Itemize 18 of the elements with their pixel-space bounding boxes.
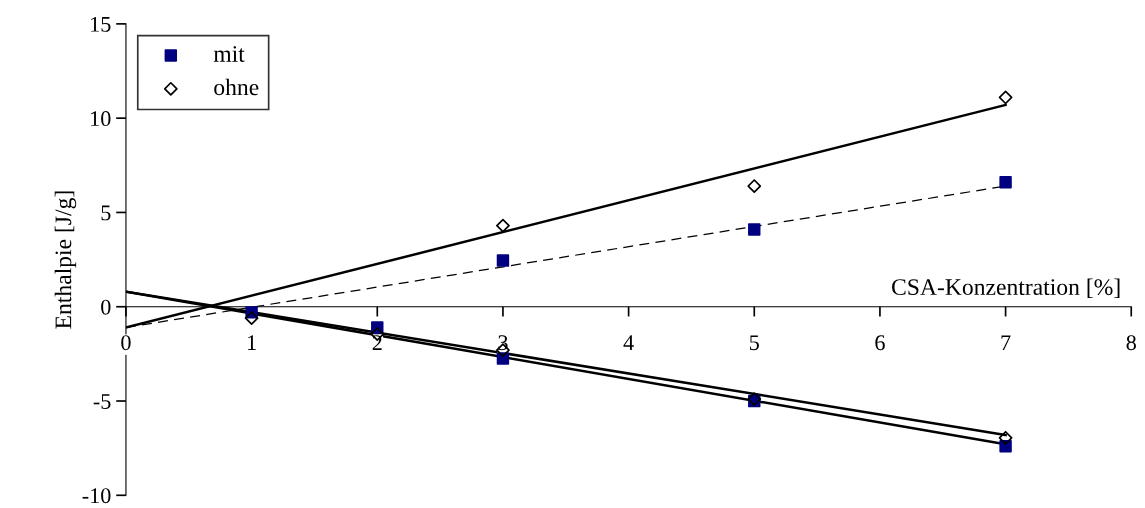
y-tick-label: 0 (101, 299, 111, 315)
y-tick-label: -10 (82, 488, 111, 504)
y-tick-label: 10 (91, 111, 111, 127)
x-tick-label: 2 (372, 335, 382, 350)
legend-label: ohne (214, 78, 259, 96)
x-tick-label: 8 (1126, 335, 1136, 351)
y-tick-label: 5 (101, 205, 111, 221)
y-axis-title: Enthalpie [J/g] (54, 191, 77, 329)
x-tick-label: 7 (1001, 335, 1011, 350)
x-tick-label: 6 (875, 335, 885, 351)
legend-label: mit (213, 46, 245, 62)
x-tick-label: 1 (248, 335, 256, 350)
y-tick-label: 15 (91, 16, 111, 32)
x-tick-label: 0 (121, 335, 131, 351)
x-tick-label: 5 (750, 335, 759, 351)
x-tick-label: 4 (623, 335, 634, 350)
y-tick-label: -5 (93, 394, 111, 409)
x-axis-title: CSA-Konzentration [%] (892, 278, 1120, 298)
